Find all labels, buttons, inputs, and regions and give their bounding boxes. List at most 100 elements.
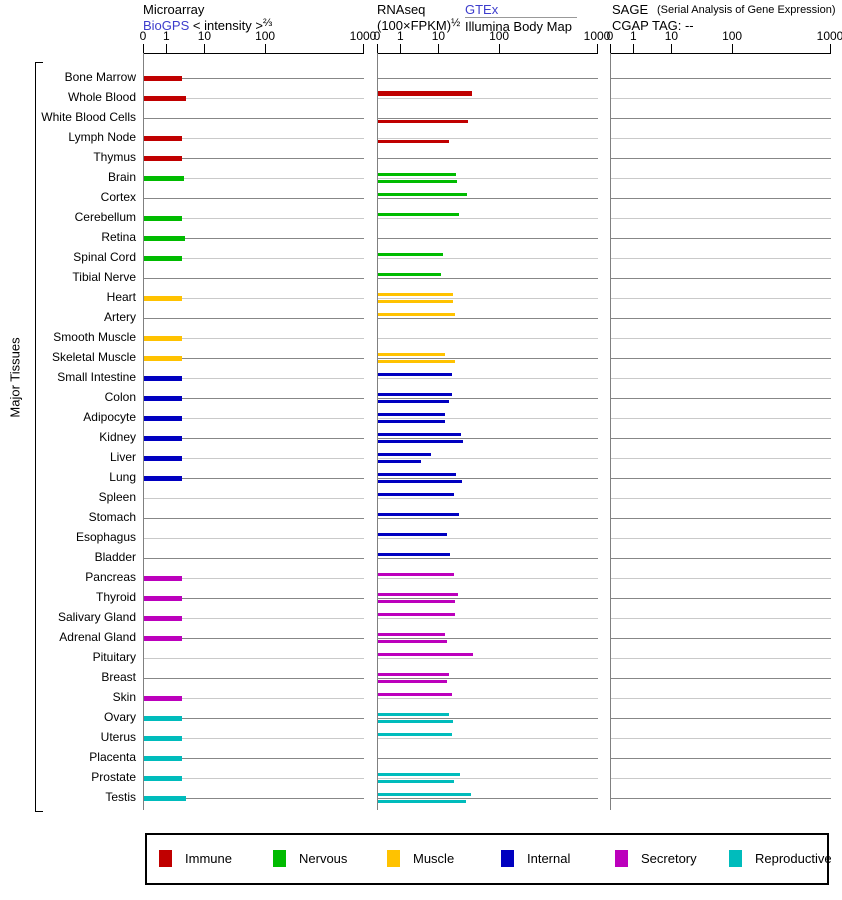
- gridline-sage: [611, 318, 831, 319]
- gridline-sage: [611, 758, 831, 759]
- tissue-label: Adrenal Gland: [59, 630, 136, 644]
- gridline-sage: [611, 438, 831, 439]
- microarray-title: Microarray: [143, 2, 205, 17]
- gridline-rnaseq: [378, 358, 598, 359]
- gridline-microarray: [144, 238, 364, 239]
- tissue-label: Liver: [109, 450, 136, 464]
- bar-rnaseq-illumina: [378, 180, 457, 183]
- biogps-link[interactable]: BioGPS: [143, 18, 190, 34]
- gridline-rnaseq: [378, 218, 598, 219]
- gridline-microarray: [144, 318, 364, 319]
- gridline-sage: [611, 358, 831, 359]
- axis-tick-label-microarray: 10: [197, 29, 212, 43]
- bar-rnaseq-illumina: [378, 480, 463, 483]
- legend: Immune Nervous Muscle Internal Secretory Repr…: [145, 833, 832, 885]
- tissue-label: Skin: [112, 690, 136, 704]
- sage-subtitle: (Serial Analysis of Gene Expression): [657, 4, 836, 16]
- tissue-label: Cerebellum: [74, 210, 136, 224]
- internal-swatch: [501, 850, 514, 867]
- gridline-microarray: [144, 478, 364, 479]
- gridline-sage: [611, 558, 831, 559]
- bar-microarray: [144, 416, 183, 421]
- gridline-microarray: [144, 158, 364, 159]
- bar-microarray: [144, 776, 183, 781]
- axis-tick-microarray: [166, 44, 168, 53]
- tissue-label: Pituitary: [92, 650, 136, 664]
- cgap-tag-label: CGAP TAG: --: [612, 18, 694, 33]
- gridline-microarray: [144, 678, 364, 679]
- gridline-microarray: [144, 218, 364, 219]
- bar-rnaseq-illumina: [378, 420, 446, 423]
- axis-tick-sage: [671, 44, 673, 53]
- axis-tick-label-rnaseq: 10: [431, 29, 446, 43]
- tissue-label: Prostate: [91, 770, 136, 784]
- bar-rnaseq-gtex: [378, 213, 459, 216]
- gridline-microarray: [144, 598, 364, 599]
- tissue-label: Stomach: [88, 510, 136, 524]
- reproductive-swatch: [729, 850, 742, 867]
- tissue-label: Placenta: [89, 750, 136, 764]
- bar-rnaseq-gtex: [378, 433, 461, 436]
- axis-tick-rnaseq: [438, 44, 440, 53]
- axis-tick-label-microarray: 0: [139, 29, 147, 43]
- gridline-rnaseq: [378, 438, 598, 439]
- bar-rnaseq-gtex: [378, 373, 452, 376]
- gridline-rnaseq: [378, 238, 598, 239]
- bar-rnaseq-gtex: [378, 91, 472, 96]
- gridline-rnaseq: [378, 498, 598, 499]
- bar-rnaseq-illumina: [378, 680, 447, 683]
- gridline-rnaseq: [378, 78, 598, 79]
- gridline-microarray: [144, 258, 364, 259]
- gridline-sage: [611, 678, 831, 679]
- axis-tick-label-sage: 1000: [816, 29, 842, 43]
- bar-microarray: [144, 236, 185, 241]
- axis-tick-rnaseq: [597, 44, 598, 53]
- bar-microarray: [144, 256, 183, 261]
- gridline-microarray: [144, 778, 364, 779]
- tissue-label: Salivary Gland: [57, 610, 136, 624]
- axis-tick-label-microarray: 100: [255, 29, 276, 43]
- tissue-label: Heart: [106, 290, 136, 304]
- gridline-microarray: [144, 78, 364, 79]
- immune-swatch: [159, 850, 172, 867]
- tissue-label: Spleen: [98, 490, 136, 504]
- rnaseq-exponent: ½: [451, 17, 461, 29]
- tissue-label: Breast: [101, 670, 136, 684]
- tissues-bracket-top-tick: [35, 62, 43, 63]
- bar-microarray: [144, 596, 183, 601]
- gridline-microarray: [144, 138, 364, 139]
- axis-tick-sage: [610, 44, 611, 53]
- gtex-link[interactable]: GTEx: [465, 2, 499, 17]
- bar-rnaseq-illumina: [378, 400, 450, 403]
- axis-tick-label-rnaseq: 1: [396, 29, 404, 43]
- tissue-label: Esophagus: [75, 530, 136, 544]
- gridline-rnaseq: [378, 518, 598, 519]
- gridline-microarray: [144, 418, 364, 419]
- gridline-sage: [611, 98, 831, 99]
- bar-rnaseq-gtex: [378, 293, 454, 296]
- tissue-label: Retina: [101, 230, 136, 244]
- bar-rnaseq-gtex: [378, 693, 452, 696]
- bar-microarray: [144, 176, 184, 181]
- tissue-label: Colon: [104, 390, 136, 404]
- axis-tick-label-rnaseq: 0: [373, 29, 381, 43]
- axis-tick-microarray: [204, 44, 206, 53]
- gridline-sage: [611, 78, 831, 79]
- tissue-label: Bladder: [94, 550, 136, 564]
- gridline-rnaseq: [378, 178, 598, 179]
- bar-microarray: [144, 616, 183, 621]
- axis-tick-sage: [830, 44, 831, 53]
- axis-tick-label-microarray: 1000: [349, 29, 377, 43]
- axis-line-microarray: [143, 53, 364, 54]
- bar-microarray: [144, 576, 183, 581]
- bar-rnaseq-gtex: [378, 173, 457, 176]
- bar-microarray: [144, 216, 183, 221]
- bar-rnaseq-gtex: [378, 633, 446, 636]
- gridline-rnaseq: [378, 538, 598, 539]
- nervous-swatch: [273, 850, 286, 867]
- bar-microarray: [144, 636, 183, 641]
- bar-rnaseq-gtex: [378, 673, 449, 676]
- bar-microarray: [144, 796, 187, 801]
- bar-rnaseq-gtex: [378, 193, 467, 196]
